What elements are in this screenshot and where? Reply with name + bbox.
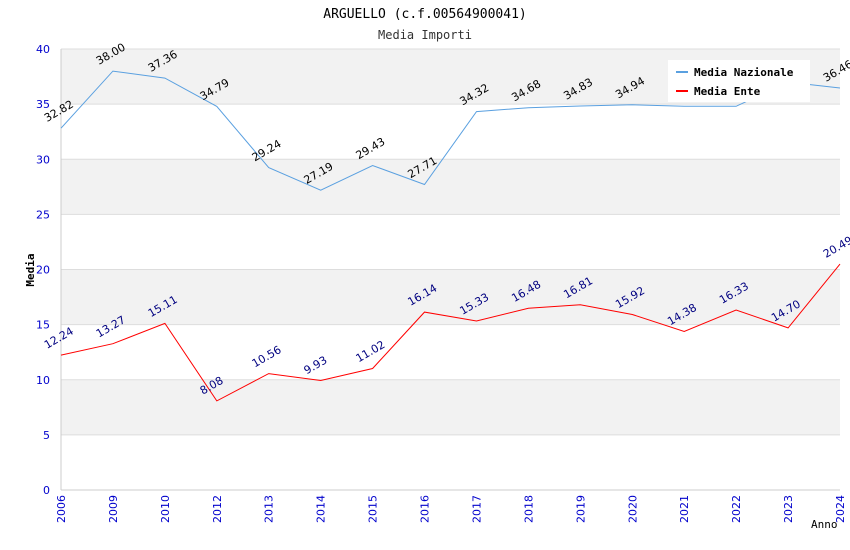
x-tick-label: 2024	[834, 495, 847, 523]
chart-title: ARGUELLO (c.f.00564900041)	[323, 7, 527, 22]
x-tick-label: 2020	[626, 495, 639, 523]
y-axis-label: Media	[24, 253, 37, 286]
legend-label-ente: Media Ente	[694, 85, 761, 98]
grid-lines	[61, 48, 840, 491]
y-tick-label: 15	[36, 319, 50, 332]
x-tick-label: 2018	[522, 495, 535, 523]
y-tick-label: 35	[36, 98, 50, 111]
y-tick-label: 5	[43, 429, 50, 442]
x-tick-label: 2016	[419, 495, 432, 523]
x-tick-label: 2010	[159, 495, 172, 523]
y-tick-label: 40	[36, 43, 50, 56]
x-tick-label: 2009	[107, 495, 120, 523]
series-line-ente	[60, 263, 841, 402]
x-tick-label: 2015	[367, 495, 380, 523]
x-tick-label: 2012	[211, 495, 224, 523]
legend-box	[668, 60, 810, 102]
series-group	[60, 70, 841, 402]
chart-subtitle: Media Importi	[378, 28, 472, 42]
x-tick-label: 2021	[678, 495, 691, 523]
data-label: 9.93	[302, 354, 330, 378]
axes	[60, 49, 840, 491]
x-tick-label: 2006	[55, 495, 68, 523]
x-tick-label: 2022	[730, 495, 743, 523]
background-bands	[61, 49, 840, 435]
x-axis-label: Anno	[811, 518, 838, 531]
data-label: 10.56	[250, 343, 284, 370]
tick-labels: 0 5 10 15 20 25 30 35 40 2006 2009 2010 2012 2013 2014…	[36, 43, 847, 523]
y-tick-label: 10	[36, 374, 50, 387]
x-tick-label: 2014	[315, 495, 328, 523]
data-label: 29.43	[354, 135, 388, 162]
legend-label-nazionale: Media Nazionale	[694, 66, 794, 79]
series-line-nazionale	[60, 70, 841, 191]
grid-band	[61, 159, 840, 215]
x-tick-label: 2023	[782, 495, 795, 523]
y-tick-label: 25	[36, 208, 50, 221]
legend: Media Nazionale Media Ente	[668, 60, 810, 102]
y-tick-label: 0	[43, 484, 50, 497]
x-tick-label: 2013	[263, 495, 276, 523]
grid-band	[61, 379, 840, 435]
data-label: 20.49	[821, 234, 850, 261]
x-tick-label: 2019	[574, 495, 587, 523]
grid-band	[61, 269, 840, 325]
y-tick-label: 30	[36, 153, 50, 166]
x-tick-label: 2017	[470, 495, 483, 523]
y-tick-label: 20	[36, 264, 50, 277]
data-label: 11.02	[354, 338, 388, 365]
